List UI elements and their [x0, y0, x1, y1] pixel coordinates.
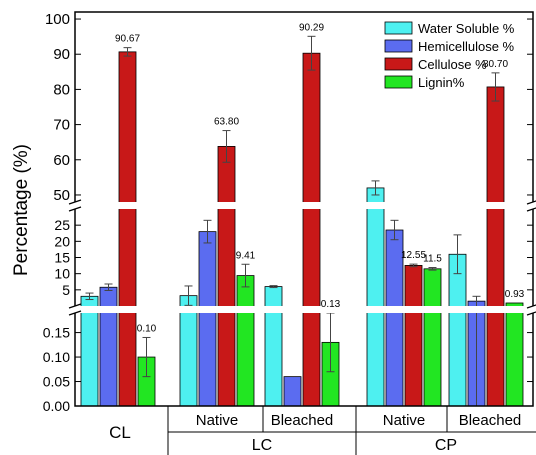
axis-break-mark [68, 303, 82, 309]
y-tick-label: 0.00 [43, 398, 70, 414]
category-label-top: Native [383, 412, 426, 429]
category-label-bottom: CP [435, 437, 457, 454]
bar-cellulose--group-3 [404, 265, 423, 407]
axis-breaks [68, 199, 536, 316]
axis-break-mark [526, 207, 536, 212]
axis-break-band [69, 202, 536, 209]
category-label-bottom: LC [252, 437, 272, 454]
bar-water-soluble--group-4 [448, 253, 467, 407]
y-tick-label: 70 [53, 117, 70, 134]
bar-hemicellulose--group-0 [99, 286, 118, 407]
bar-cellulose--group-2 [302, 52, 321, 407]
data-label: 0.93 [505, 289, 525, 300]
bar-cellulose--group-1 [217, 146, 236, 407]
axis-break-mark [68, 199, 82, 205]
data-label: 90.67 [115, 34, 140, 45]
axis-break-mark [526, 304, 536, 309]
y-tick-label: 5 [62, 282, 70, 298]
y-tick-label: 20 [54, 233, 70, 249]
axis-break-mark [68, 206, 82, 212]
data-label: 0.10 [137, 323, 157, 334]
legend: Water Soluble % Hemicellulose % Cellulose … [384, 21, 515, 90]
y-tick-label: 25 [54, 217, 70, 233]
y-tick-label: 90 [53, 46, 70, 63]
bar-hemicellulose--group-1 [198, 231, 217, 407]
bar-lignin--group-4 [505, 302, 524, 407]
axis-break-mark [526, 200, 536, 205]
legend-label: Water Soluble % [418, 21, 515, 36]
data-label: 9.41 [236, 250, 256, 261]
data-label: 11.5 [423, 254, 442, 265]
category-axis: Native Bleached Native Bleached CL LC CP [109, 406, 536, 455]
bar-hemicellulose--group-2 [283, 376, 302, 407]
data-label: 0.13 [321, 299, 341, 310]
bar-cellulose--group-0 [118, 51, 137, 407]
bar-cellulose--group-4 [486, 86, 505, 407]
legend-swatch [384, 57, 413, 71]
legend-label: Hemicellulose % [418, 39, 515, 54]
legend-swatch [384, 75, 413, 89]
legend-swatch [384, 21, 413, 35]
y-tick-label: 0.15 [43, 325, 70, 341]
legend-label: Lignin% [418, 75, 465, 90]
bar-lignin--group-3 [423, 268, 442, 407]
axis-break-band [69, 306, 536, 313]
y-tick-label: 80 [53, 81, 70, 98]
data-label: 80.70 [483, 59, 508, 70]
data-label: 63.80 [214, 117, 239, 128]
data-label: 12.55 [401, 250, 426, 261]
data-label: 90.29 [299, 22, 324, 33]
y-tick-label: 0.05 [43, 374, 70, 390]
legend-label: Cellulose % [418, 57, 487, 72]
y-axis-label: Percentage (%) [11, 144, 32, 276]
y-tick-label: 100 [45, 11, 70, 28]
category-label-top: Bleached [459, 412, 522, 429]
y-tick-label: 0.10 [43, 349, 70, 365]
bars-layer [80, 35, 524, 407]
axis-break-mark [526, 311, 536, 316]
bar-lignin--group-1 [236, 275, 255, 407]
category-label-bottom: CL [109, 423, 131, 442]
axis-break-mark [68, 310, 82, 316]
category-label-top: Native [196, 412, 239, 429]
legend-swatch [384, 39, 413, 53]
y-tick-label: 60 [53, 152, 70, 169]
bar-water-soluble--group-3 [366, 187, 385, 407]
y-tick-label: 15 [54, 250, 70, 266]
y-tick-label: 10 [54, 266, 70, 282]
y-tick-label: 50 [53, 187, 70, 204]
category-label-top: Bleached [271, 412, 334, 429]
bar-water-soluble--group-2 [264, 286, 283, 407]
